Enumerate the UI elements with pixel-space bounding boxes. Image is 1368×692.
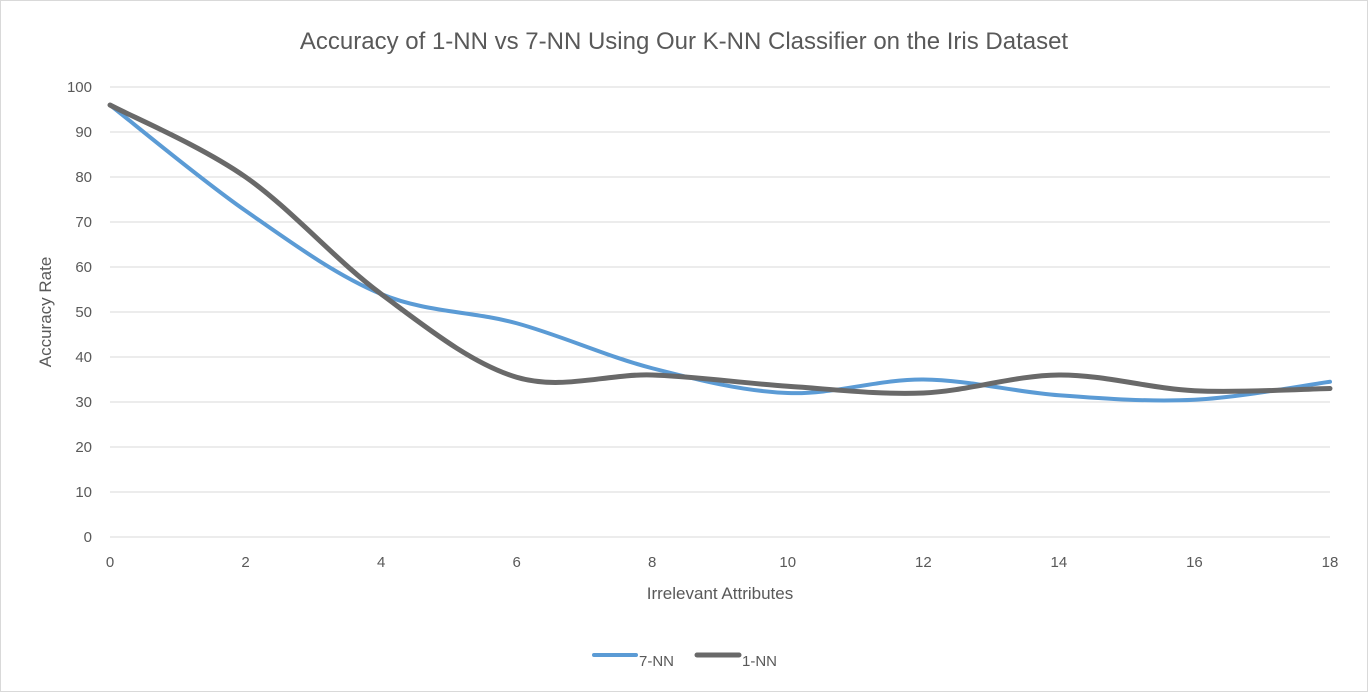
- y-tick-label: 10: [75, 484, 92, 501]
- x-axis-tick-labels: 0 2 4 6 8 10 12 14 16 18: [106, 554, 1339, 571]
- x-tick-label: 6: [512, 554, 520, 571]
- x-axis-title: Irrelevant Attributes: [647, 584, 793, 603]
- y-tick-label: 50: [75, 304, 92, 321]
- x-tick-label: 12: [915, 554, 932, 571]
- x-tick-label: 14: [1051, 554, 1068, 571]
- legend-label-1-NN: 1-NN: [742, 653, 777, 670]
- y-tick-label: 40: [75, 349, 92, 366]
- x-tick-label: 18: [1322, 554, 1339, 571]
- y-tick-label: 0: [84, 529, 92, 546]
- series-lines: [107, 102, 1333, 403]
- legend: 7-NN 1-NN: [592, 652, 777, 670]
- y-tick-label: 20: [75, 439, 92, 456]
- series-line-1-NN: [107, 102, 1333, 396]
- x-tick-label: 10: [779, 554, 796, 571]
- x-tick-label: 2: [241, 554, 249, 571]
- x-tick-label: 8: [648, 554, 656, 571]
- y-tick-label: 100: [67, 79, 92, 96]
- y-tick-label: 30: [75, 394, 92, 411]
- y-tick-label: 60: [75, 259, 92, 276]
- legend-label-7-NN: 7-NN: [639, 653, 674, 670]
- x-tick-label: 16: [1186, 554, 1203, 571]
- y-tick-label: 70: [75, 214, 92, 231]
- x-tick-label: 4: [377, 554, 385, 571]
- y-axis-title: Accuracy Rate: [36, 257, 55, 368]
- series-line-7-NN: [108, 103, 1332, 403]
- chart-title: Accuracy of 1-NN vs 7-NN Using Our K-NN …: [300, 28, 1069, 55]
- y-tick-label: 80: [75, 169, 92, 186]
- y-axis-tick-labels: 0 10 20 30 40 50 60 70 80 90 100: [67, 79, 92, 546]
- y-tick-label: 90: [75, 124, 92, 141]
- gridlines: [110, 86, 1330, 538]
- x-tick-label: 0: [106, 554, 114, 571]
